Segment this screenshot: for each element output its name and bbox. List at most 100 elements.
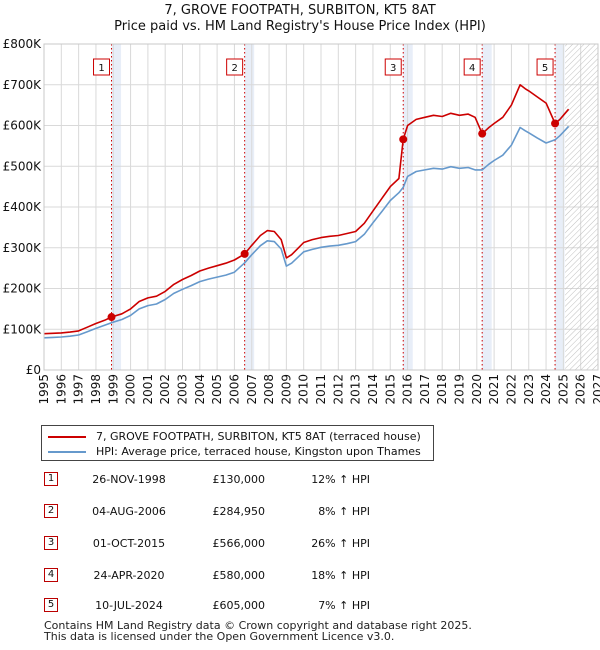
x-tick-label: 2019 [453,374,467,405]
table-row: 4 24-APR-2020 £580,000 18% ↑ HPI [44,568,444,584]
sale-number-badge: 3 [44,536,58,550]
sale-point [478,129,487,138]
sale-number-badge: 4 [44,568,58,582]
sale-marker: 2 [226,58,244,76]
chart-title-line2: Price paid vs. HM Land Registry's House … [114,19,486,34]
sale-marker-label: 4 [469,63,475,74]
sale-price: £566,000 [212,537,266,550]
footer-attribution: Contains HM Land Registry data © Crown c… [44,620,472,642]
y-tick-label: £400K [3,200,43,214]
x-tick-label: 2000 [124,374,138,405]
x-tick-label: 2024 [539,374,553,405]
sale-marker-label: 3 [390,63,396,74]
y-tick-label: £800K [3,37,43,51]
sale-marker-label: 1 [98,63,104,74]
sale-marker-box [226,58,244,76]
x-tick-label: 2014 [366,374,380,405]
sale-point [107,313,116,322]
hpi-series-line [43,125,570,339]
sale-point [240,249,249,258]
x-tick-label: 2010 [297,374,311,405]
sale-hpi-change: 18% ↑ HPI [311,569,370,582]
legend-label-property: 7, GROVE FOOTPATH, SURBITON, KT5 8AT (te… [96,430,421,443]
chart-series [43,84,570,339]
footer-licence: This data is licensed under the Open Gov… [44,630,395,643]
x-tick-label: 1997 [72,374,86,405]
sale-number-badge: 1 [44,472,58,486]
x-tick-label: 2016 [401,374,415,405]
x-tick-label: 2017 [418,374,432,405]
chart-legend: 7, GROVE FOOTPATH, SURBITON, KT5 8AT (te… [41,425,434,461]
y-tick-label: £0 [26,363,41,377]
legend-swatch-property [48,436,86,438]
chart-axes: £0 £100K £200K £300K £400K £500K £600K £700K £80… [3,37,600,405]
sale-marker-box [93,58,111,76]
chart-title-line1: 7, GROVE FOOTPATH, SURBITON, KT5 8AT [164,3,436,18]
sale-marker: 1 [93,58,111,76]
y-tick-label: £100K [3,322,43,336]
x-tick-label: 2020 [470,374,484,405]
y-tick-label: £600K [3,119,43,133]
sale-marker: 4 [463,58,481,76]
sale-price: £130,000 [212,473,266,486]
x-tick-label: 2021 [487,374,501,405]
sale-hpi-change: 8% ↑ HPI [318,505,370,518]
x-tick-label: 2018 [435,374,449,405]
y-tick-label: £200K [3,282,43,296]
x-tick-label: 2003 [176,374,190,405]
property-series-line [43,84,570,335]
x-tick-label: 2025 [556,374,570,405]
sale-price: £284,950 [212,505,266,518]
legend-swatch-hpi [48,451,86,453]
x-tick-label: 2009 [279,374,293,405]
x-tick-label: 2027 [591,374,600,405]
sale-price: £605,000 [212,599,266,612]
x-tick-label: 2001 [141,374,155,405]
x-tick-label: 2005 [210,374,224,405]
x-tick-label: 2026 [574,374,588,405]
footer-copyright: Contains HM Land Registry data © Crown c… [44,619,472,632]
sale-number-badge: 2 [44,504,58,518]
sale-date: 26-NOV-1998 [92,473,166,486]
x-tick-label: 2006 [227,374,241,405]
table-row: 2 04-AUG-2006 £284,950 8% ↑ HPI [44,504,444,520]
x-tick-label: 2011 [314,374,328,405]
sale-number-markers: 1 2 3 4 5 [93,58,554,76]
x-tick-label: 1996 [54,374,68,405]
x-tick-label: 2023 [522,374,536,405]
sale-marker-box [463,58,481,76]
sale-point [551,119,560,128]
sale-price: £580,000 [212,569,266,582]
chart-grid [43,43,599,371]
table-row: 1 26-NOV-1998 £130,000 12% ↑ HPI [44,472,444,488]
plot-frame [43,43,599,371]
x-tick-label: 1995 [37,374,51,405]
sale-point [399,135,408,144]
y-tick-label: £700K [3,78,43,92]
legend-item-hpi: HPI: Average price, terraced house, King… [48,445,421,459]
sale-date: 01-OCT-2015 [92,537,166,550]
x-tick-label: 2013 [349,374,363,405]
sale-marker: 3 [384,58,402,76]
x-tick-label: 2012 [331,374,345,405]
x-tick-label: 2008 [262,374,276,405]
x-tick-label: 1999 [106,374,120,405]
table-row: 5 10-JUL-2024 £605,000 7% ↑ HPI [44,598,444,614]
legend-label-hpi: HPI: Average price, terraced house, King… [96,445,421,458]
sale-number-badge: 5 [44,598,58,612]
x-tick-label: 2015 [383,374,397,405]
x-tick-label: 2002 [158,374,172,405]
y-tick-label: £300K [3,241,43,255]
sale-hpi-change: 12% ↑ HPI [311,473,370,486]
future-hatch-rect [565,44,598,370]
chart-title: 7, GROVE FOOTPATH, SURBITON, KT5 8AT Pri… [0,3,600,35]
price-chart: 1 2 3 4 5 £0 £100K £200K £300K £400K £500K £600K £7… [3,37,600,405]
x-tick-label: 1998 [89,374,103,405]
sale-marker-box [536,58,554,76]
sale-date: 10-JUL-2024 [95,599,163,612]
sale-points [107,119,560,322]
x-tick-label: 2022 [504,374,518,405]
table-row: 3 01-OCT-2015 £566,000 26% ↑ HPI [44,536,444,552]
x-tick-label: 2004 [193,374,207,405]
x-tick-label: 2007 [245,374,259,405]
